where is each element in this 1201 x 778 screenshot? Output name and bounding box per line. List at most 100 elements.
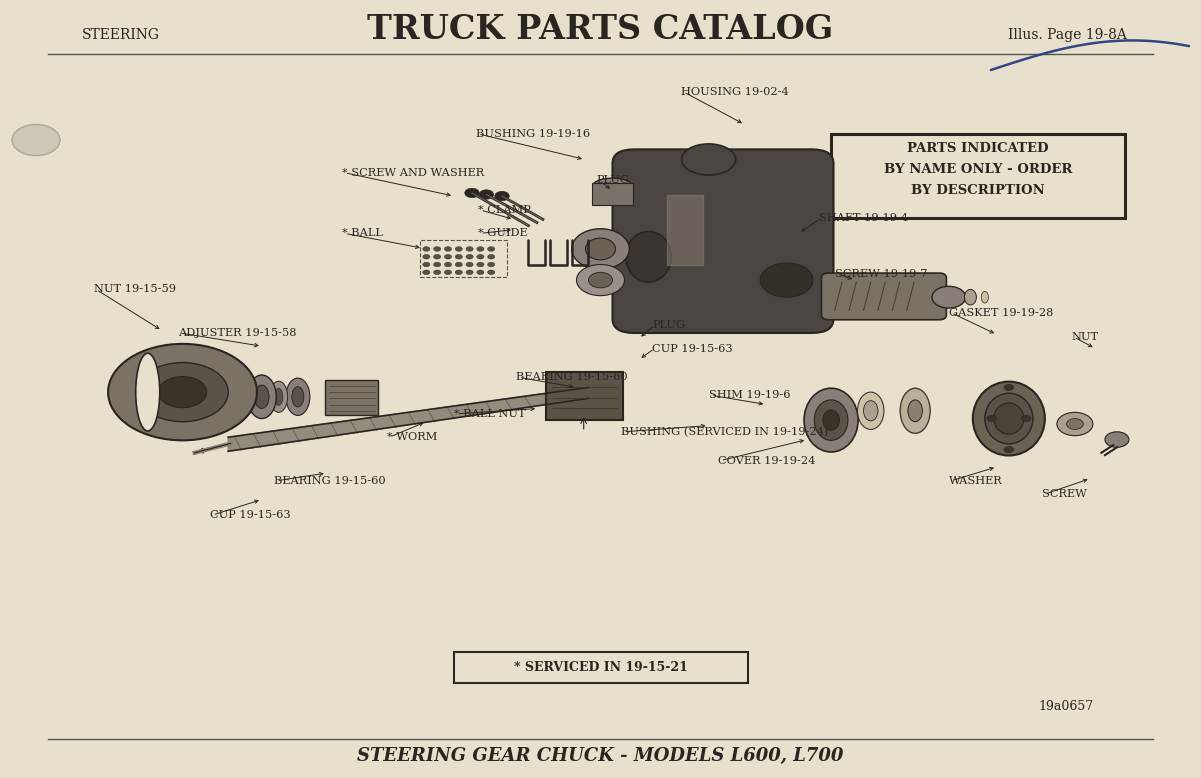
Circle shape [108, 344, 257, 440]
Circle shape [466, 254, 473, 259]
Circle shape [455, 270, 462, 275]
Circle shape [423, 262, 430, 267]
Circle shape [1004, 384, 1014, 391]
Bar [454, 652, 748, 683]
Text: BUSHING (SERVICED IN 19-19-24): BUSHING (SERVICED IN 19-19-24) [621, 426, 829, 437]
FancyBboxPatch shape [546, 372, 623, 420]
Polygon shape [228, 387, 588, 451]
Circle shape [488, 270, 495, 275]
Text: STEERING GEAR CHUCK - MODELS L600, L700: STEERING GEAR CHUCK - MODELS L600, L700 [358, 747, 843, 766]
Text: TRUCK PARTS CATALOG: TRUCK PARTS CATALOG [368, 13, 833, 46]
Ellipse shape [255, 385, 269, 408]
Ellipse shape [286, 378, 310, 415]
Circle shape [495, 191, 509, 201]
Ellipse shape [985, 393, 1033, 443]
Circle shape [987, 415, 997, 422]
Circle shape [1066, 419, 1083, 429]
Circle shape [137, 363, 228, 422]
Circle shape [12, 124, 60, 156]
Circle shape [455, 247, 462, 251]
FancyBboxPatch shape [821, 273, 946, 320]
Ellipse shape [858, 392, 884, 429]
Circle shape [434, 262, 441, 267]
Circle shape [159, 377, 207, 408]
Text: PARTS INDICATED: PARTS INDICATED [908, 142, 1048, 155]
Ellipse shape [993, 403, 1023, 434]
Ellipse shape [593, 178, 632, 192]
Circle shape [434, 254, 441, 259]
Text: BUSHING 19-19-16: BUSHING 19-19-16 [476, 129, 590, 138]
Circle shape [465, 188, 479, 198]
Circle shape [455, 262, 462, 267]
Circle shape [444, 254, 452, 259]
Text: Illus. Page 19-8A: Illus. Page 19-8A [1008, 28, 1127, 42]
Ellipse shape [681, 144, 735, 175]
Text: BY DESCRIPTION: BY DESCRIPTION [912, 184, 1045, 197]
Text: * WORM: * WORM [387, 433, 437, 442]
Ellipse shape [247, 375, 276, 419]
FancyArrowPatch shape [198, 445, 226, 453]
Circle shape [488, 262, 495, 267]
Text: * CLAMP: * CLAMP [478, 205, 531, 215]
Ellipse shape [136, 353, 160, 431]
Ellipse shape [900, 388, 930, 433]
Circle shape [477, 247, 484, 251]
Circle shape [488, 247, 495, 251]
FancyBboxPatch shape [325, 380, 378, 415]
Ellipse shape [292, 387, 304, 407]
Text: * GUIDE: * GUIDE [478, 229, 527, 238]
Ellipse shape [269, 381, 287, 412]
Text: SCREW 19-19-7: SCREW 19-19-7 [835, 269, 927, 279]
Circle shape [488, 254, 495, 259]
Text: * BALL: * BALL [342, 229, 383, 238]
Ellipse shape [274, 388, 283, 405]
Text: HOUSING 19-02-4: HOUSING 19-02-4 [681, 87, 789, 96]
Ellipse shape [908, 400, 922, 422]
Circle shape [466, 270, 473, 275]
Circle shape [1021, 415, 1030, 422]
Text: PLUG: PLUG [652, 321, 686, 330]
Circle shape [760, 263, 813, 297]
Text: STEERING: STEERING [82, 28, 160, 42]
Circle shape [932, 286, 966, 308]
Bar [831, 134, 1125, 218]
Ellipse shape [572, 229, 629, 269]
Text: 19a0657: 19a0657 [1039, 700, 1094, 713]
Text: BEARING 19-15-60: BEARING 19-15-60 [274, 476, 386, 485]
Text: NUT 19-15-59: NUT 19-15-59 [94, 285, 175, 294]
Circle shape [1057, 412, 1093, 436]
Circle shape [466, 247, 473, 251]
Ellipse shape [803, 388, 858, 452]
Text: * SERVICED IN 19-15-21: * SERVICED IN 19-15-21 [514, 661, 688, 674]
Circle shape [477, 270, 484, 275]
Ellipse shape [864, 401, 878, 421]
Text: CUP 19-15-63: CUP 19-15-63 [652, 344, 733, 353]
Text: SCREW: SCREW [1042, 489, 1087, 499]
Circle shape [423, 247, 430, 251]
Circle shape [434, 270, 441, 275]
Circle shape [444, 247, 452, 251]
Circle shape [576, 265, 625, 296]
FancyBboxPatch shape [592, 183, 633, 205]
Circle shape [444, 262, 452, 267]
Circle shape [466, 262, 473, 267]
Circle shape [479, 190, 494, 199]
Circle shape [423, 254, 430, 259]
Text: BY NAME ONLY - ORDER: BY NAME ONLY - ORDER [884, 163, 1072, 176]
Text: * BALL NUT: * BALL NUT [454, 409, 526, 419]
Circle shape [444, 270, 452, 275]
Circle shape [477, 262, 484, 267]
Circle shape [423, 270, 430, 275]
Text: SHIM 19-19-6: SHIM 19-19-6 [709, 391, 790, 400]
Ellipse shape [964, 289, 976, 305]
Ellipse shape [585, 238, 615, 260]
Text: GASKET 19-19-28: GASKET 19-19-28 [949, 308, 1053, 317]
Text: SHAFT 19-19-4: SHAFT 19-19-4 [819, 213, 908, 223]
FancyBboxPatch shape [613, 149, 833, 333]
Text: WASHER: WASHER [949, 476, 1003, 485]
Circle shape [434, 247, 441, 251]
Text: PLUG: PLUG [597, 176, 631, 185]
Circle shape [455, 254, 462, 259]
Circle shape [477, 254, 484, 259]
Circle shape [588, 272, 613, 288]
